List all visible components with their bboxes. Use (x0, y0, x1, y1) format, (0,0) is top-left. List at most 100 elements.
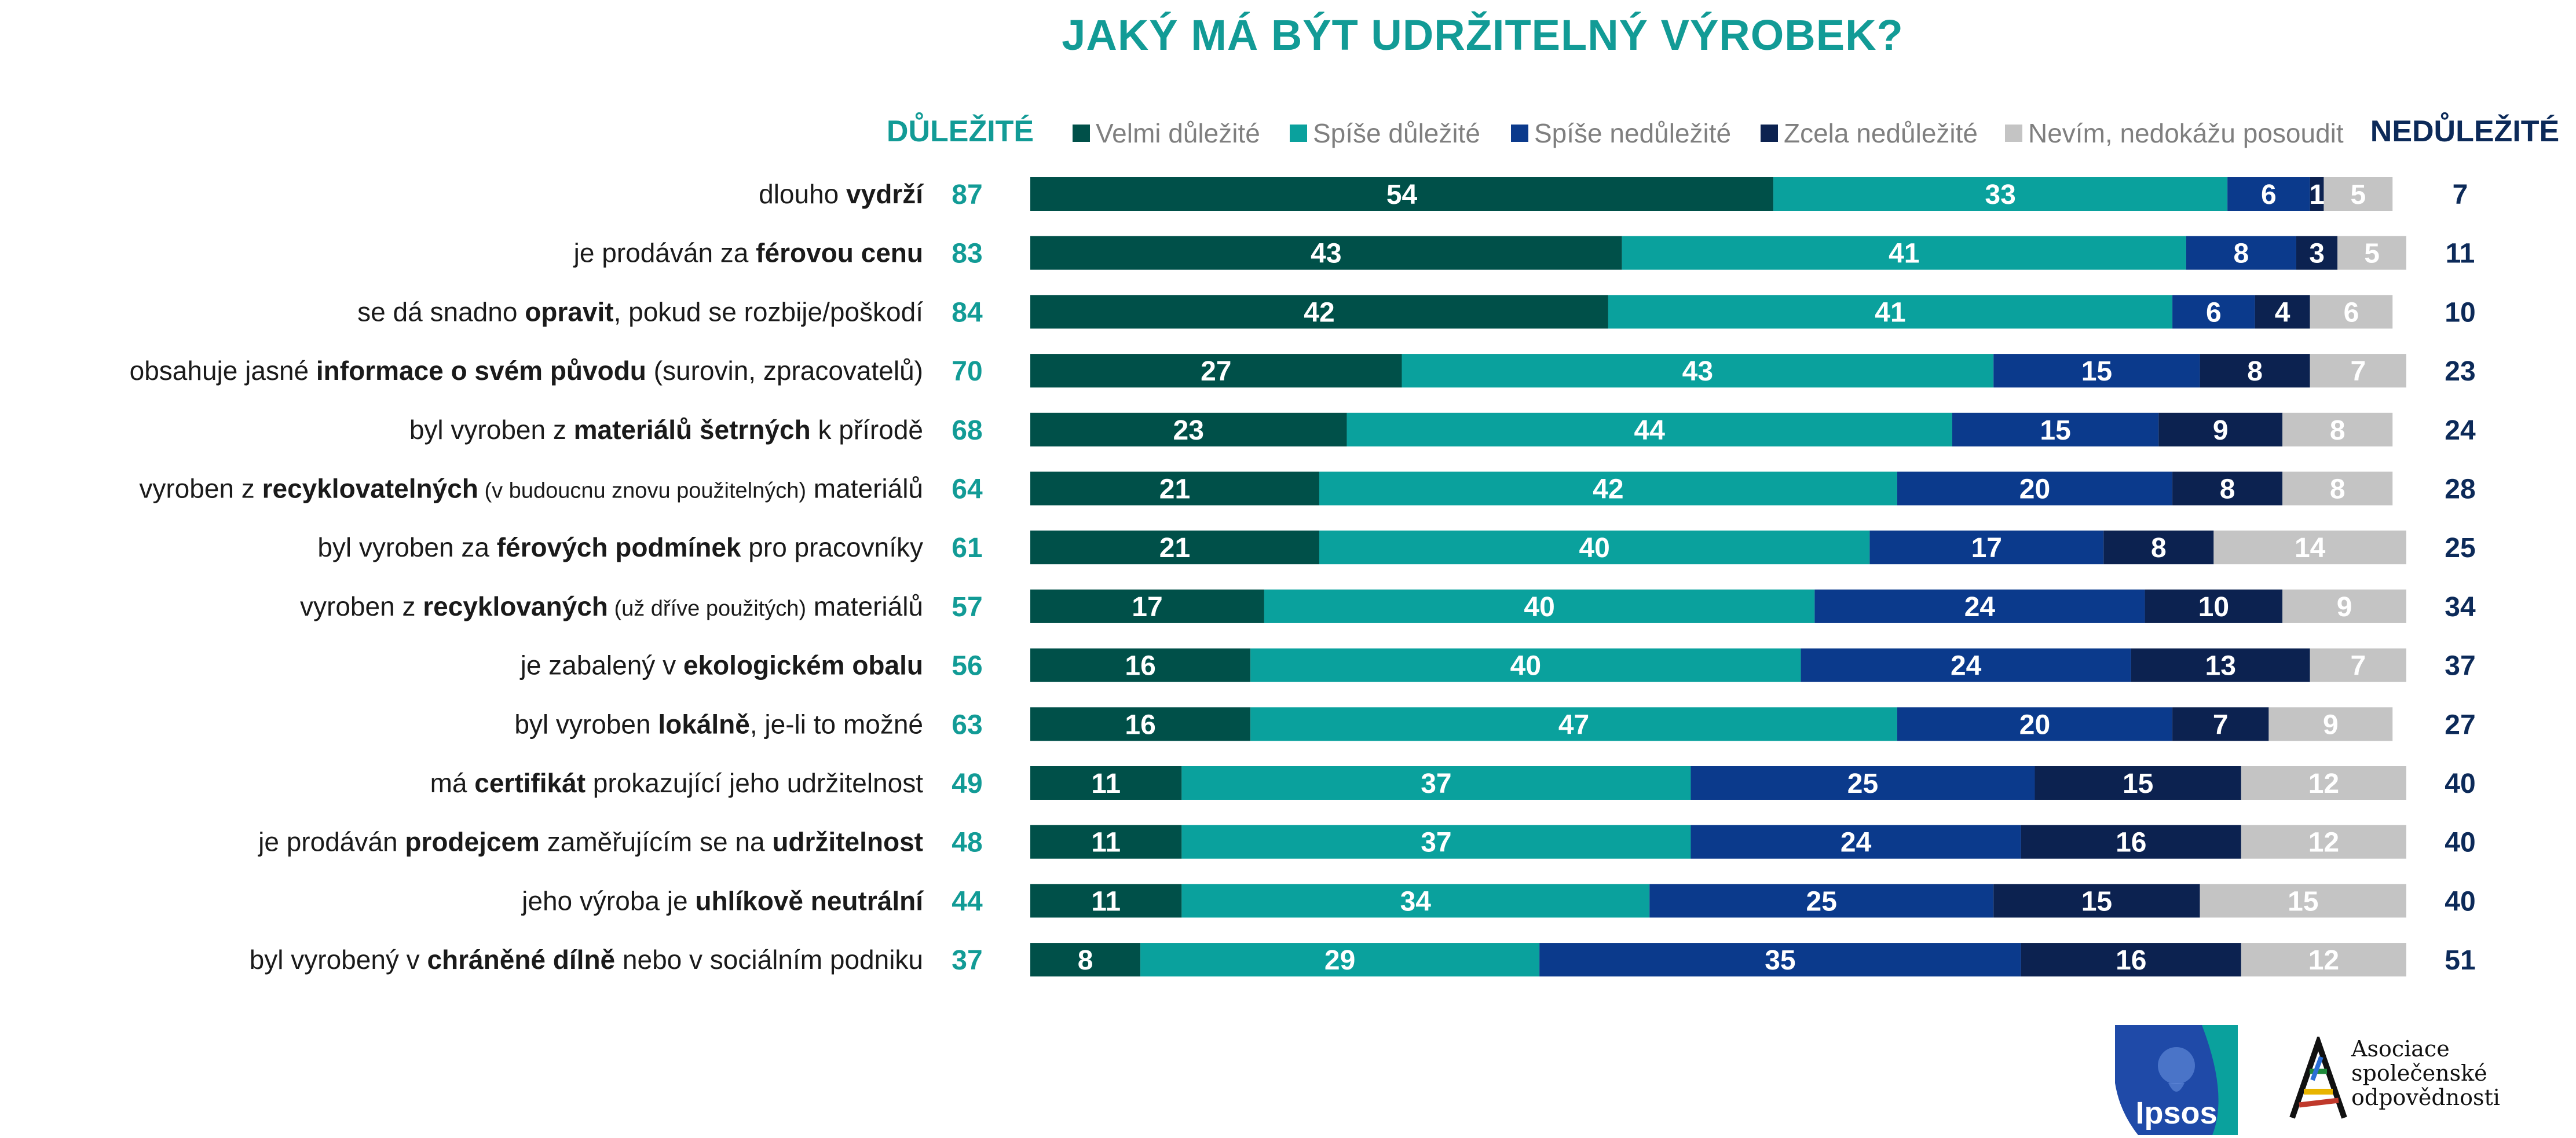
data-label-zcela-nedulezite: 9 (2213, 415, 2229, 446)
bar-segment-zcela-nedulezite (2145, 589, 2283, 623)
important-header: DŮLEŽITÉ (886, 115, 1034, 148)
bar-segment-velmi-dulezite (1030, 589, 1264, 623)
important-total: 61 (952, 533, 982, 563)
data-label-nevim-nedokazu-posoudit: 12 (2308, 828, 2339, 858)
data-label-velmi-dulezite: 17 (1132, 592, 1162, 623)
unimportant-total: 34 (2445, 592, 2476, 623)
bar-segment-spise-dulezite (1773, 177, 2228, 211)
bar-segment-velmi-dulezite (1030, 236, 1622, 270)
row-label-part: férových podmínek (497, 532, 741, 562)
row-label-part: obsahuje jasné (130, 356, 316, 386)
data-label-spise-dulezite: 41 (1889, 239, 1919, 269)
bar-segment-velmi-dulezite (1030, 471, 1319, 506)
data-label-spise-nedulezite: 24 (1964, 592, 1996, 623)
data-label-velmi-dulezite: 11 (1091, 769, 1121, 799)
bar-segment-spise-dulezite (1622, 236, 2186, 270)
data-label-velmi-dulezite: 42 (1304, 297, 1334, 328)
data-label-zcela-nedulezite: 4 (2275, 297, 2290, 328)
data-label-nevim-nedokazu-posoudit: 12 (2308, 769, 2339, 799)
row-label-part: informace o svém původu (316, 356, 646, 386)
data-label-spise-dulezite: 40 (1579, 533, 1609, 563)
bar-segment-zcela-nedulezite (2103, 530, 2214, 565)
data-label-velmi-dulezite: 8 (1078, 945, 1093, 976)
bar-segment-spise-dulezite (1319, 530, 1870, 565)
data-label-spise-nedulezite: 20 (2019, 474, 2050, 505)
data-label-zcela-nedulezite: 10 (2198, 592, 2229, 623)
bar-segment-spise-nedulezite (1649, 884, 1994, 918)
bar-segment-spise-nedulezite (1690, 766, 2035, 800)
data-label-zcela-nedulezite: 15 (2123, 769, 2153, 799)
bar-segment-zcela-nedulezite (2021, 943, 2241, 977)
row-label-part: (už dříve použitých) (608, 597, 806, 621)
unimportant-total: 23 (2445, 356, 2475, 387)
svg-text:Ipsos: Ipsos (2135, 1096, 2217, 1130)
data-label-spise-nedulezite: 17 (1971, 533, 2002, 563)
bar-segment-nevim-nedokazu-posoudit (2310, 354, 2406, 388)
bar-segment-zcela-nedulezite (2172, 707, 2269, 741)
unimportant-total: 40 (2445, 886, 2475, 917)
unimportant-total: 37 (2445, 651, 2475, 682)
legend-item-spise-nedulezite: Spíše nedůležité (1511, 118, 1731, 149)
bar-segment-velmi-dulezite (1030, 530, 1319, 565)
bar-segment-zcela-nedulezite (2255, 295, 2310, 329)
row-label-part: , je-li to možné (750, 709, 923, 739)
bar-segment-spise-dulezite (1346, 412, 1952, 447)
bar-segment-velmi-dulezite (1030, 177, 1774, 211)
row-label-9: byl vyroben lokálně, je-li to možné (514, 709, 923, 739)
row-label-part: (surovin, zpracovatelů) (646, 356, 923, 386)
bar-segment-nevim-nedokazu-posoudit (2241, 766, 2406, 800)
data-label-zcela-nedulezite: 8 (2247, 356, 2263, 387)
data-label-velmi-dulezite: 21 (1159, 533, 1190, 563)
data-label-nevim-nedokazu-posoudit: 9 (2337, 592, 2352, 623)
asociace-line-3: odpovědnosti (2351, 1085, 2500, 1110)
bar-segment-spise-nedulezite (2186, 236, 2296, 270)
legend-swatch-spise-nedulezite (1511, 124, 1528, 142)
bar-segment-spise-nedulezite (2227, 177, 2310, 211)
bar-segment-nevim-nedokazu-posoudit (2268, 707, 2393, 741)
important-total: 87 (952, 180, 982, 210)
bar-segment-spise-nedulezite (1539, 943, 2021, 977)
data-label-spise-dulezite: 33 (1985, 180, 2015, 210)
bar-segment-nevim-nedokazu-posoudit (2323, 177, 2393, 211)
data-label-velmi-dulezite: 16 (1125, 651, 1155, 682)
row-label-part: materiálů (806, 474, 923, 504)
bar-segment-spise-nedulezite (1952, 412, 2159, 447)
row-label-part: je prodáván (257, 827, 405, 857)
important-total: 63 (952, 709, 982, 740)
data-label-zcela-nedulezite: 16 (2116, 828, 2146, 858)
unimportant-total: 51 (2445, 945, 2475, 976)
row-label-part: byl vyrobený v (250, 945, 427, 975)
data-label-spise-dulezite: 34 (1400, 886, 1432, 917)
legend-label-velmi: Velmi důležité (1096, 118, 1260, 148)
data-label-spise-dulezite: 41 (1875, 297, 1905, 328)
data-label-spise-dulezite: 47 (1558, 709, 1589, 740)
bar-segment-nevim-nedokazu-posoudit (2241, 825, 2406, 859)
data-label-velmi-dulezite: 23 (1173, 415, 1204, 446)
asociace-logo: Asociace společenské odpovědnosti (2286, 1033, 2530, 1124)
row-label-part: certifikát (474, 768, 586, 798)
row-label-part: materiálů šetrných (574, 415, 811, 445)
row-label-part: nebo v sociálním podniku (615, 945, 923, 975)
bar-segment-spise-nedulezite (1801, 648, 2131, 682)
legend-label-spise-nedulezite: Spíše nedůležité (1534, 118, 1732, 148)
data-label-spise-nedulezite: 6 (2261, 180, 2277, 210)
row-label-8: je zabalený v ekologickém obalu (519, 650, 923, 680)
unimportant-total: 7 (2453, 180, 2468, 210)
row-label-12: jeho výroba je uhlíkově neutrální (521, 885, 924, 916)
bar-segment-nevim-nedokazu-posoudit (2310, 295, 2393, 329)
data-label-velmi-dulezite: 11 (1091, 886, 1121, 917)
bar-segment-velmi-dulezite (1030, 354, 1402, 388)
important-total: 83 (952, 239, 982, 269)
row-label-11: je prodáván prodejcem zaměřujícím se na … (257, 827, 923, 857)
bar-segment-nevim-nedokazu-posoudit (2282, 412, 2393, 447)
row-label-part: (v budoucnu znovu použitelných) (478, 479, 806, 503)
data-label-spise-dulezite: 40 (1524, 592, 1554, 623)
data-label-spise-nedulezite: 24 (1840, 828, 1872, 858)
row-label-10: má certifikát prokazující jeho udržiteln… (430, 768, 924, 798)
bar-segment-nevim-nedokazu-posoudit (2337, 236, 2406, 270)
row-label-part: recyklovatelných (262, 474, 478, 504)
data-label-velmi-dulezite: 43 (1311, 239, 1341, 269)
row-label-part: férovou cenu (756, 238, 923, 268)
bar-segment-spise-nedulezite (2172, 295, 2255, 329)
